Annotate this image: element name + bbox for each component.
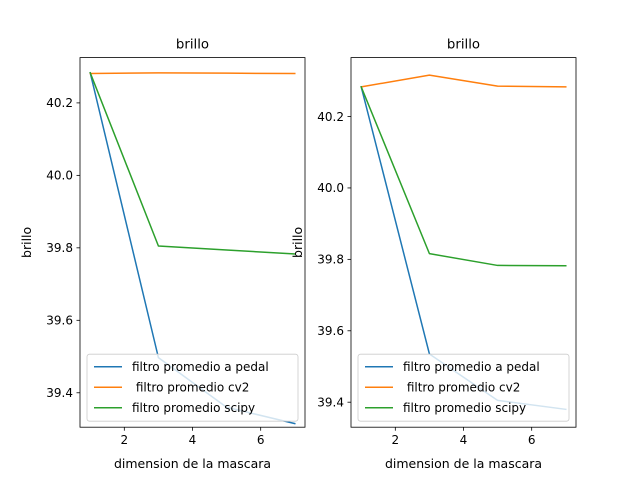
x-tick-label: 4 xyxy=(189,433,197,447)
series-line-2 xyxy=(360,74,567,88)
y-tick-label: 39.6 xyxy=(46,314,73,328)
x-axis-label: dimension de la mascara xyxy=(385,456,542,471)
y-tick-label: 39.4 xyxy=(317,396,344,410)
series-line-3 xyxy=(89,71,296,255)
x-tick-label: 6 xyxy=(257,433,265,447)
x-axis-label: dimension de la mascara xyxy=(114,456,271,471)
legend-label: filtro promedio a pedal xyxy=(403,360,540,374)
series-line-3 xyxy=(360,85,567,267)
y-axis-label: brillo xyxy=(290,227,305,258)
x-tick-label: 6 xyxy=(528,433,536,447)
legend-label: filtro promedio scipy xyxy=(132,401,255,415)
legend-box xyxy=(86,353,299,422)
legend-label: filtro promedio a pedal xyxy=(132,360,269,374)
legend: filtro promedio a pedal filtro promedio … xyxy=(86,353,299,422)
y-tick-label: 39.4 xyxy=(46,386,73,400)
series-line-2 xyxy=(89,72,296,75)
legend-label: filtro promedio cv2 xyxy=(403,381,520,395)
subplot-2: 2 4 6 39.4 39.6 39.8 40.0 40.2 brillo dimension d… xyxy=(290,38,577,471)
x-tick-label: 2 xyxy=(120,433,128,447)
x-tick-label: 2 xyxy=(391,433,399,447)
y-tick-label: 40.2 xyxy=(46,96,73,110)
legend: filtro promedio a pedal filtro promedio … xyxy=(357,353,570,422)
y-tick-label: 39.6 xyxy=(317,324,344,338)
x-tick-label: 4 xyxy=(460,433,468,447)
y-tick-label: 40.0 xyxy=(46,169,73,183)
chart-title: brillo xyxy=(447,38,480,53)
subplot-1: 2 4 6 39.4 39.6 39.8 40.0 40.2 brillo dimension d… xyxy=(19,38,306,471)
legend-label: filtro promedio scipy xyxy=(403,401,526,415)
legend-label: filtro promedio cv2 xyxy=(132,381,249,395)
y-tick-label: 40.0 xyxy=(317,181,344,195)
legend-box xyxy=(357,353,570,422)
y-tick-label: 40.2 xyxy=(317,110,344,124)
chart-title: brillo xyxy=(176,38,209,53)
y-tick-label: 39.8 xyxy=(46,241,73,255)
y-tick-label: 39.8 xyxy=(317,253,344,267)
y-axis-label: brillo xyxy=(19,227,34,258)
